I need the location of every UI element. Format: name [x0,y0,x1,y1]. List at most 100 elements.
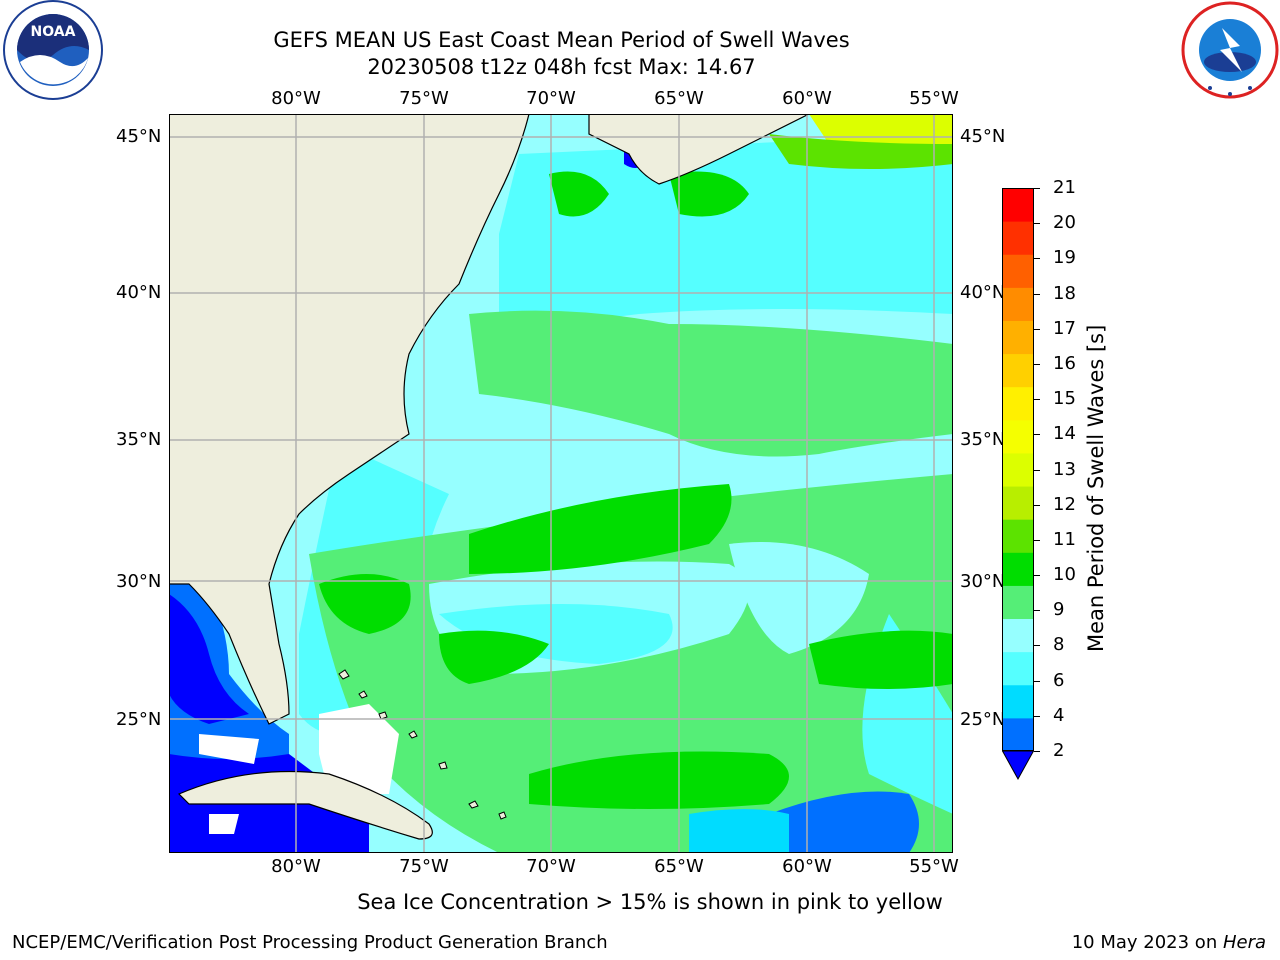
swell-band-green-ne [769,134,953,169]
lat-label-left: 25°N [116,709,162,730]
swell-band-green-dark-f [549,171,609,217]
colorbar-tick-label: 13 [1053,458,1076,480]
colorbar-tick-mark [1034,258,1040,260]
lat-label-left: 35°N [116,429,162,450]
colorbar-tick-label: 19 [1053,247,1076,269]
noaa-logo: NOAA [3,0,103,100]
colorbar-tick-label: 10 [1053,564,1076,586]
colorbar-tick-label: 2 [1053,740,1065,761]
colorbar-tick-label: 8 [1053,634,1065,656]
lon-label-top: 60°W [782,88,832,109]
colorbar-tick-label: 21 [1053,177,1076,198]
colorbar-segment [1002,188,1034,222]
colorbar-segment [1002,452,1034,487]
lon-label-top: 65°W [654,88,704,109]
sea-ice-note: Sea Ice Concentration > 15% is shown in … [357,890,943,914]
nws-logo [1181,1,1279,99]
nodata-patch [209,814,239,834]
swell-band-green-dark-e [529,751,789,809]
colorbar-tick-mark [1034,680,1040,682]
lon-label-bottom: 75°W [399,856,449,877]
swell-band-cyan-east [729,542,869,654]
colorbar-segment [1002,486,1034,520]
colorbar [1002,188,1034,781]
colorbar-tick-label: 15 [1053,388,1076,410]
swell-band-yellow-ne [809,114,953,149]
colorbar-tick-mark [1034,328,1040,330]
colorbar-tick-label: 12 [1053,493,1076,515]
colorbar-tick-mark [1034,610,1040,612]
colorbar-tick-label: 4 [1053,704,1065,726]
lon-label-bottom: 80°W [271,856,321,877]
land-canada [588,114,810,185]
colorbar-segment [1002,386,1034,421]
lon-label-bottom: 60°W [782,856,832,877]
svg-text:NOAA: NOAA [31,24,76,40]
swell-band-green-mid [469,310,953,457]
lat-label-left: 45°N [116,126,162,147]
colorbar-tick-mark [1034,715,1040,717]
swell-band-green-dark-b [319,574,411,634]
colorbar-tick-mark [1034,575,1040,577]
colorbar-tick-mark [1034,539,1040,541]
colorbar-segment [1002,353,1034,388]
map-subtitle: 20230508 t12z 048h fcst Max: 14.67 [367,55,756,79]
lon-label-top: 70°W [526,88,576,109]
map-plot [169,114,953,853]
lon-label-top: 75°W [399,88,449,109]
footer-date: 10 May 2023 on Hera [1072,932,1266,953]
footer-branch: NCEP/EMC/Verification Post Processing Pr… [12,932,608,953]
colorbar-segment [1002,254,1034,288]
lat-label-right: 30°N [960,571,1006,592]
colorbar-tick-label: 14 [1053,423,1076,445]
footer-date-text: 10 May 2023 on [1071,932,1223,953]
colorbar-tick-mark [1034,293,1040,295]
swell-band-cyan-north [499,134,953,354]
colorbar-segment [1002,684,1034,719]
map-title: GEFS MEAN US East Coast Mean Period of S… [273,28,850,52]
colorbar-tick-mark [1034,645,1040,647]
colorbar-tick-mark [1034,434,1040,436]
swell-band-green-dark-g [669,171,749,217]
lat-label-right: 25°N [960,709,1006,730]
gulf-deep-blue [169,594,249,724]
colorbar-tick-mark [1034,399,1040,401]
lat-label-right: 35°N [960,429,1006,450]
colorbar-segment [1002,618,1034,653]
colorbar-tick-mark [1034,188,1040,189]
colorbar-label: Mean Period of Swell Waves [s] [1084,324,1108,652]
colorbar-tick-label: 20 [1053,212,1076,234]
lat-label-right: 45°N [960,126,1006,147]
colorbar-segment [1002,651,1034,686]
colorbar-segment [1002,585,1034,620]
lat-label-right: 40°N [960,282,1006,303]
swell-band-green-dark-c [439,630,549,684]
lat-label-left: 30°N [116,571,162,592]
colorbar-segment [1002,320,1034,355]
land-bahamas [338,669,507,820]
colorbar-segment [1002,552,1034,586]
colorbar-tick-label: 17 [1053,317,1076,339]
colorbar-segment [1002,287,1034,321]
land-cuba [177,770,433,840]
colorbar-segment [1002,419,1034,454]
colorbar-tick-label: 9 [1053,599,1065,621]
colorbar-segment [1002,717,1034,752]
graticule [169,114,953,853]
colorbar-tick-mark [1034,469,1040,471]
swell-band-cyan-inner2 [439,604,673,664]
colorbar-extend-triangle [1002,750,1034,781]
colorbar-segment [1002,221,1034,255]
map-frame [169,114,953,853]
colorbar-tick-label: 16 [1053,352,1076,374]
lon-label-top: 55°W [909,88,959,109]
nodata-patch [319,704,399,794]
lon-label-top: 80°W [271,88,321,109]
swell-band-green-dark-d [809,630,953,689]
colorbar-tick-mark [1034,363,1040,365]
colorbar-tick-label: 6 [1053,669,1065,691]
nodata-patch [199,734,259,764]
colorbar-tick-mark [1034,751,1040,752]
lon-label-bottom: 70°W [526,856,576,877]
colorbar-tick-mark [1034,223,1040,225]
